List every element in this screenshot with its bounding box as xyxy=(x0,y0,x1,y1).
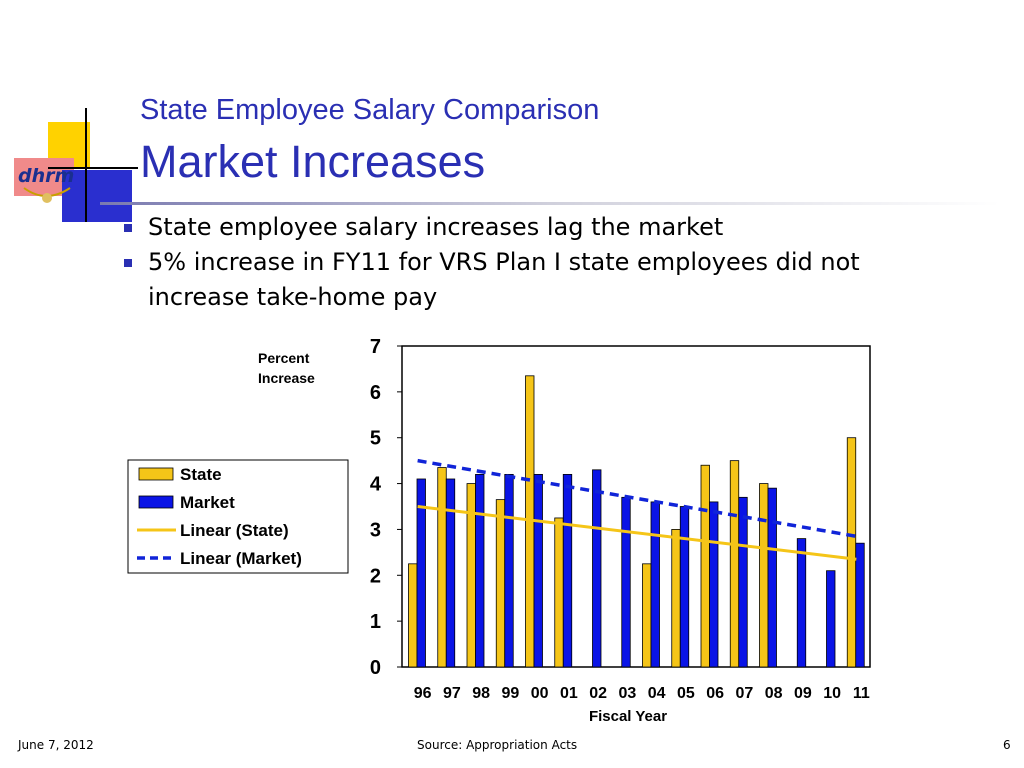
logo-text: dhrm xyxy=(18,165,74,187)
x-tick-label: 10 xyxy=(823,685,841,702)
bullet-text: 5% increase in FY11 for VRS Plan I state… xyxy=(148,248,860,311)
y-tick-label: 1 xyxy=(370,611,381,633)
market-bar xyxy=(445,478,456,668)
bullet-item: State employee salary increases lag the … xyxy=(122,210,942,245)
market-bar xyxy=(475,473,485,668)
x-tick-label: 96 xyxy=(414,685,432,702)
market-bar xyxy=(796,538,807,668)
state-bar xyxy=(437,467,447,668)
legend-label: Linear (Market) xyxy=(180,549,302,568)
state-bar xyxy=(700,464,710,668)
dhrm-logo: dhrm xyxy=(0,100,140,225)
market-bar xyxy=(562,473,573,668)
x-tick-label: 09 xyxy=(794,685,812,702)
state-bar xyxy=(759,483,769,668)
y-axis-label: Increase xyxy=(258,370,315,386)
legend-market-swatch xyxy=(138,495,174,509)
market-bar xyxy=(767,487,777,668)
x-tick-label: 01 xyxy=(560,685,578,702)
slide-subtitle: State Employee Salary Comparison xyxy=(140,94,600,126)
state-bar xyxy=(729,460,740,668)
bullet-item: 5% increase in FY11 for VRS Plan I state… xyxy=(122,245,942,315)
market-bar xyxy=(826,570,836,668)
x-tick-label: 08 xyxy=(765,685,783,702)
legend-label: Linear (State) xyxy=(180,521,289,540)
x-tick-label: 99 xyxy=(501,685,519,702)
x-tick-label: 98 xyxy=(472,685,490,702)
slide-title: Market Increases xyxy=(140,136,486,187)
x-tick-label: 06 xyxy=(706,685,724,702)
market-bar xyxy=(533,473,543,668)
market-bar xyxy=(709,501,719,668)
bullet-list: State employee salary increases lag the … xyxy=(122,210,942,315)
state-trendline xyxy=(417,505,857,561)
state-bar xyxy=(846,437,857,668)
y-tick-label: 7 xyxy=(370,336,381,358)
footer-source: Source: Appropriation Acts xyxy=(417,738,578,752)
x-axis-label: Fiscal Year xyxy=(589,708,667,725)
state-bar xyxy=(642,563,652,668)
bullet-square-icon xyxy=(124,224,132,232)
x-tick-label: 07 xyxy=(735,685,753,702)
x-tick-label: 03 xyxy=(618,685,636,702)
y-tick-label: 4 xyxy=(370,474,382,496)
market-bar xyxy=(504,473,514,668)
y-tick-label: 5 xyxy=(370,428,381,450)
legend-state-swatch xyxy=(138,467,174,481)
x-tick-label: 11 xyxy=(853,685,870,702)
state-bar xyxy=(554,517,564,668)
title-divider xyxy=(100,202,1000,205)
state-bar xyxy=(408,563,418,668)
x-tick-label: 05 xyxy=(677,685,695,702)
bullet-square-icon xyxy=(124,259,132,267)
state-bar xyxy=(495,499,506,668)
x-tick-label: 00 xyxy=(531,685,549,702)
market-bar xyxy=(650,501,660,668)
y-axis-label: Percent xyxy=(258,350,310,366)
bullet-text: State employee salary increases lag the … xyxy=(148,213,724,241)
footer-date: June 7, 2012 xyxy=(18,738,94,752)
state-bar xyxy=(671,529,681,668)
market-bar xyxy=(855,542,865,668)
y-tick-label: 3 xyxy=(370,519,381,541)
market-bar xyxy=(679,506,690,668)
y-tick-label: 6 xyxy=(370,382,381,404)
x-tick-label: 04 xyxy=(648,685,666,702)
page-number: 6 xyxy=(1003,738,1011,752)
market-bar xyxy=(416,478,426,668)
legend-label: Market xyxy=(180,493,235,512)
x-tick-label: 02 xyxy=(589,685,607,702)
market-bar xyxy=(621,496,631,668)
y-tick-label: 2 xyxy=(370,565,381,587)
x-tick-label: 97 xyxy=(443,685,461,702)
legend-label: State xyxy=(180,465,222,484)
y-tick-label: 0 xyxy=(370,657,381,679)
market-bar xyxy=(592,469,602,668)
market-bar xyxy=(738,496,748,668)
